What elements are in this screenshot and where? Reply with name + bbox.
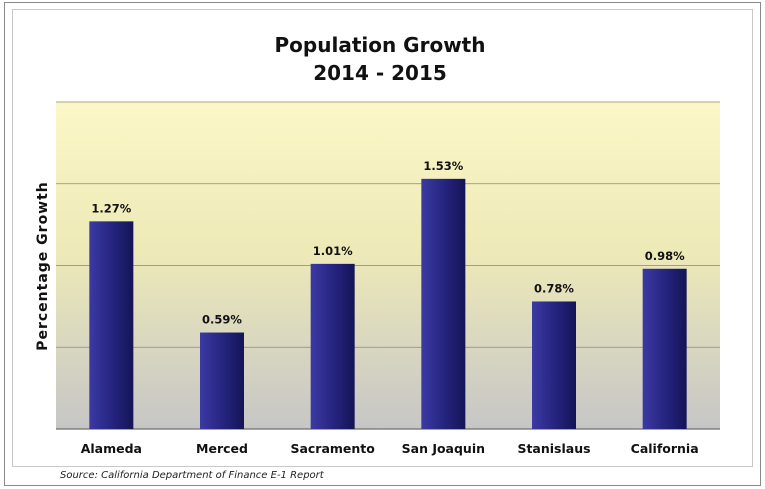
data-label: 0.59%: [202, 313, 242, 327]
bars: [89, 178, 687, 429]
chart-title: Population Growth: [275, 33, 486, 57]
bar-alameda: [89, 221, 134, 429]
category-label: Merced: [196, 441, 248, 456]
category-label: Alameda: [81, 441, 142, 456]
category-label: Stanislaus: [517, 441, 590, 456]
data-label: 1.01%: [313, 244, 353, 258]
data-label: 1.27%: [91, 201, 131, 215]
bar-stanislaus: [532, 301, 576, 429]
bar-sacramento: [310, 263, 355, 429]
data-label: 0.78%: [534, 281, 574, 295]
category-label: California: [631, 441, 699, 456]
bar-san-joaquin: [421, 178, 466, 429]
category-label: Sacramento: [290, 441, 375, 456]
outer-border: [4, 2, 761, 486]
bar-california: [642, 268, 687, 429]
data-label: 0.98%: [645, 249, 685, 263]
gridlines: [56, 101, 720, 430]
chart-subtitle: 2014 - 2015: [313, 61, 447, 85]
category-labels: Alameda Merced Sacramento San Joaquin Stanis…: [81, 441, 699, 456]
data-labels: 1.27% 0.59% 1.01% 1.53% 0.78% 0.98%: [91, 159, 685, 327]
bar-merced: [200, 332, 244, 429]
category-label: San Joaquin: [402, 441, 485, 456]
data-label: 1.53%: [423, 159, 463, 173]
y-axis-label: Percentage Growth: [35, 181, 51, 351]
source-note: Source: California Department of Finance…: [60, 470, 325, 481]
